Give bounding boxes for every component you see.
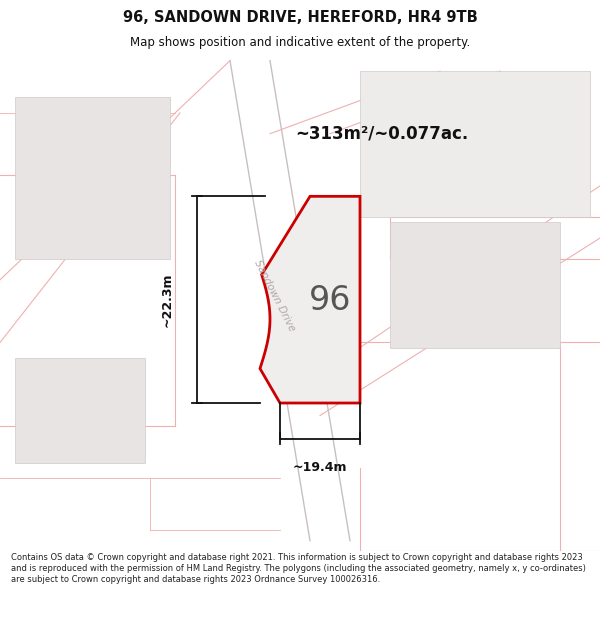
Text: Contains OS data © Crown copyright and database right 2021. This information is : Contains OS data © Crown copyright and d… [11,552,586,584]
Text: Map shows position and indicative extent of the property.: Map shows position and indicative extent… [130,36,470,49]
Bar [15,97,170,259]
Text: 96: 96 [309,284,351,318]
Text: 96, SANDOWN DRIVE, HEREFORD, HR4 9TB: 96, SANDOWN DRIVE, HEREFORD, HR4 9TB [122,11,478,26]
Text: Sandown Drive: Sandown Drive [253,258,298,332]
Bar [390,222,560,348]
Bar [15,358,145,462]
Text: ~313m²/~0.077ac.: ~313m²/~0.077ac. [295,125,468,142]
Text: ~22.3m: ~22.3m [161,272,173,327]
Polygon shape [260,196,360,403]
Text: ~19.4m: ~19.4m [293,461,347,474]
Bar [360,71,590,218]
